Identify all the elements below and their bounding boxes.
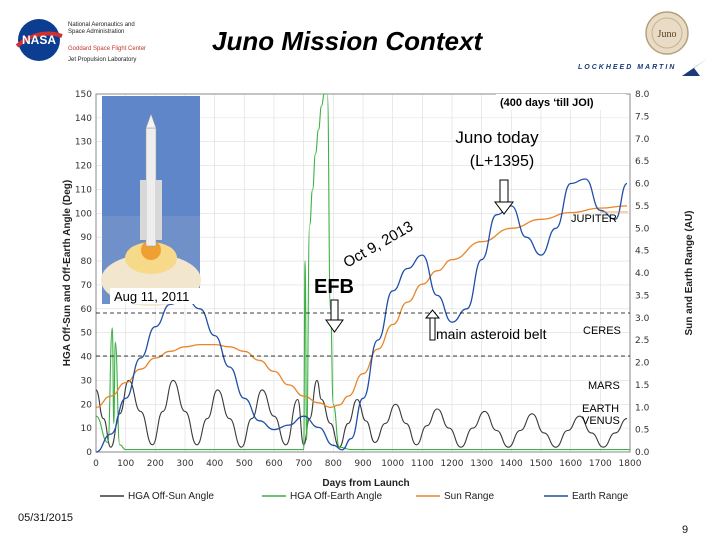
hga-off-sun-series	[95, 379, 628, 448]
y-left-tick-label: 40	[81, 353, 93, 363]
x-tick-label: 1000	[381, 459, 404, 469]
y-left-tick-label: 30	[81, 376, 93, 386]
center-name: Goddard Space Flight Center	[68, 46, 147, 52]
launch-date-label: Aug 11, 2011	[114, 289, 189, 304]
asteroid-belt-arrow	[424, 309, 441, 341]
y-right-tick-label: 1.5	[635, 381, 649, 391]
efb-label: EFB	[314, 276, 354, 298]
plot-frame	[95, 93, 631, 453]
axis-ticks: 0 100 200 300 400 500 600 700 800 900 1000 1100 1200…	[75, 90, 650, 469]
y-left-tick-label: 90	[81, 233, 93, 243]
oct-2013-label: Oct 9, 2013	[341, 218, 417, 272]
y-right-tick-label: 7.5	[635, 112, 649, 122]
efb-arrow	[325, 299, 344, 333]
lockheed-star-icon	[682, 58, 708, 76]
legend-label: Sun Range	[444, 491, 494, 502]
y-right-tick-label: 0.0	[635, 448, 650, 458]
x-tick-label: 1700	[589, 459, 612, 469]
y-left-tick-label: 130	[75, 138, 92, 148]
ceres-label: CERES	[583, 325, 621, 337]
y-right-tick-label: 2.0	[635, 359, 650, 369]
asteroid-belt-label: main asteroid belt	[436, 326, 547, 342]
y-left-tick-label: 50	[81, 329, 93, 339]
svg-text:Juno: Juno	[658, 29, 677, 40]
x-tick-label: 0	[93, 459, 99, 469]
y-left-tick-label: 10	[81, 424, 93, 434]
y-left-tick-label: 100	[75, 209, 92, 219]
mars-label: MARS	[588, 380, 620, 392]
y-left-tick-label: 20	[81, 400, 93, 410]
x-tick-label: 500	[236, 459, 253, 469]
venus-label: VENUS	[582, 415, 620, 427]
svg-text:NASA: NASA	[22, 33, 56, 47]
y-right-tick-label: 5.5	[635, 202, 649, 212]
footer-date: 05/31/2015	[18, 512, 74, 524]
org-name-line1: National Aeronautics and	[68, 22, 135, 28]
jupiter-label: JUPITER	[571, 213, 617, 225]
x-tick-label: 800	[325, 459, 342, 469]
x-tick-label: 1600	[559, 459, 582, 469]
launch-photo	[101, 96, 201, 306]
y-left-tick-label: 60	[81, 305, 93, 315]
x-tick-label: 200	[147, 459, 164, 469]
y-left-tick-label: 120	[75, 162, 92, 172]
sun-range-series	[95, 205, 628, 408]
nasa-logo: NASA	[15, 19, 63, 61]
x-tick-label: 300	[176, 459, 193, 469]
x-tick-label: 1800	[619, 459, 642, 469]
x-tick-label: 1400	[500, 459, 523, 469]
y-right-tick-label: 0.5	[635, 426, 649, 436]
y-right-tick-label: 5.0	[635, 224, 650, 234]
x-tick-label: 900	[354, 459, 371, 469]
y-right-tick-label: 1.0	[635, 403, 650, 413]
juno-today-arrow	[494, 179, 514, 215]
y-right-tick-label: 7.0	[635, 135, 650, 145]
y-left-tick-label: 150	[75, 90, 92, 100]
legend-label: HGA Off-Sun Angle	[128, 491, 214, 502]
x-tick-label: 1100	[411, 459, 434, 469]
y-axis-left-label: HGA Off-Sun and Off-Earth Angle (Deg)	[62, 180, 73, 366]
x-tick-label: 1200	[441, 459, 464, 469]
x-tick-label: 700	[295, 459, 312, 469]
y-right-tick-label: 4.5	[635, 247, 649, 257]
y-right-tick-label: 2.5	[635, 336, 649, 346]
y-left-tick-label: 110	[75, 185, 92, 195]
juno-mission-badge: Juno	[645, 11, 689, 55]
y-right-tick-label: 3.0	[635, 314, 650, 324]
y-axis-right-label: Sun and Earth Range (AU)	[684, 210, 695, 335]
x-tick-label: 1300	[470, 459, 493, 469]
y-left-tick-label: 80	[81, 257, 93, 267]
jpl-name: Jet Propulsion Laboratory	[68, 57, 137, 63]
y-left-tick-label: 0	[86, 448, 92, 458]
x-tick-label: 100	[117, 459, 134, 469]
y-right-tick-label: 6.5	[635, 157, 649, 167]
x-tick-label: 1500	[530, 459, 553, 469]
org-name-line2: Space Administration	[68, 29, 125, 35]
y-right-tick-label: 3.5	[635, 291, 649, 301]
juno-today-label: Juno today	[455, 128, 539, 147]
earth-label: EARTH	[582, 403, 619, 415]
lockheed-martin-logo: LOCKHEED MARTIN	[578, 64, 677, 71]
x-axis-label: Days from Launch	[322, 478, 409, 489]
juno-today-sublabel: (L+1395)	[470, 153, 535, 170]
slide-title: Juno Mission Context	[212, 26, 483, 56]
y-right-tick-label: 8.0	[635, 90, 650, 100]
x-tick-label: 600	[265, 459, 282, 469]
y-right-tick-label: 6.0	[635, 180, 650, 190]
y-left-tick-label: 140	[75, 114, 92, 124]
x-tick-label: 400	[206, 459, 223, 469]
y-right-tick-label: 4.0	[635, 269, 650, 279]
chart-legend: HGA Off-Sun Angle HGA Off-Earth Angle Sun …	[100, 491, 629, 502]
legend-label: HGA Off-Earth Angle	[290, 491, 383, 502]
y-left-tick-label: 70	[81, 281, 93, 291]
hga-off-earth-series	[95, 93, 630, 451]
legend-label: Earth Range	[572, 491, 629, 502]
days-till-joi-label: (400 days ‘till JOI)	[500, 97, 594, 109]
page-number: 9	[682, 524, 689, 536]
